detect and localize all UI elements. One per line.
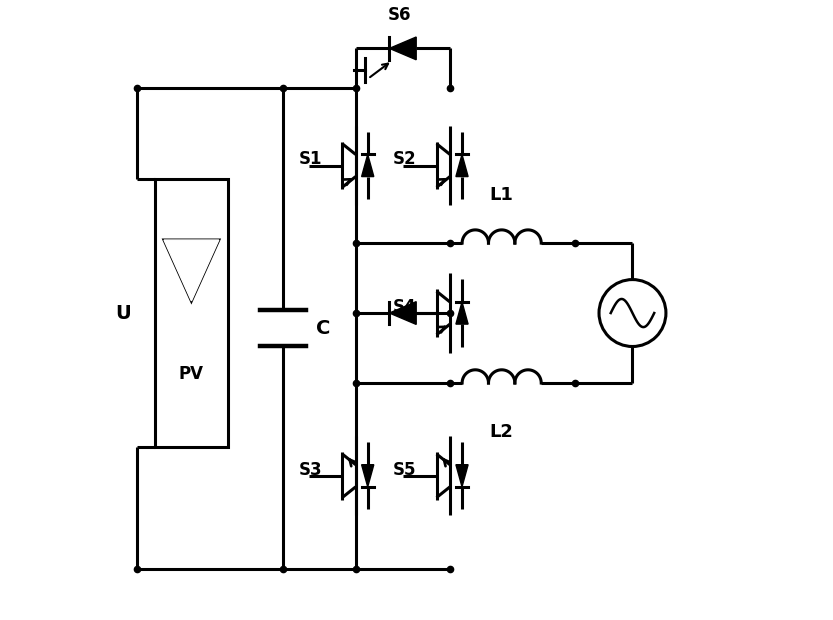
Polygon shape	[389, 37, 416, 60]
Polygon shape	[456, 465, 468, 487]
Text: PV: PV	[179, 365, 204, 383]
Text: S2: S2	[393, 151, 416, 169]
Polygon shape	[362, 465, 374, 487]
Polygon shape	[362, 154, 374, 177]
Bar	[155, 179, 228, 447]
Polygon shape	[164, 240, 219, 301]
Text: S6: S6	[388, 6, 412, 24]
Polygon shape	[456, 154, 468, 177]
Text: U: U	[115, 304, 131, 322]
Text: S3: S3	[298, 461, 322, 479]
Text: S5: S5	[393, 461, 416, 479]
Text: L1: L1	[490, 185, 514, 203]
Polygon shape	[456, 302, 468, 324]
Text: C: C	[316, 319, 331, 338]
Text: S4: S4	[393, 298, 416, 316]
Text: S1: S1	[299, 151, 322, 169]
Polygon shape	[389, 302, 416, 324]
Text: L2: L2	[490, 423, 514, 441]
